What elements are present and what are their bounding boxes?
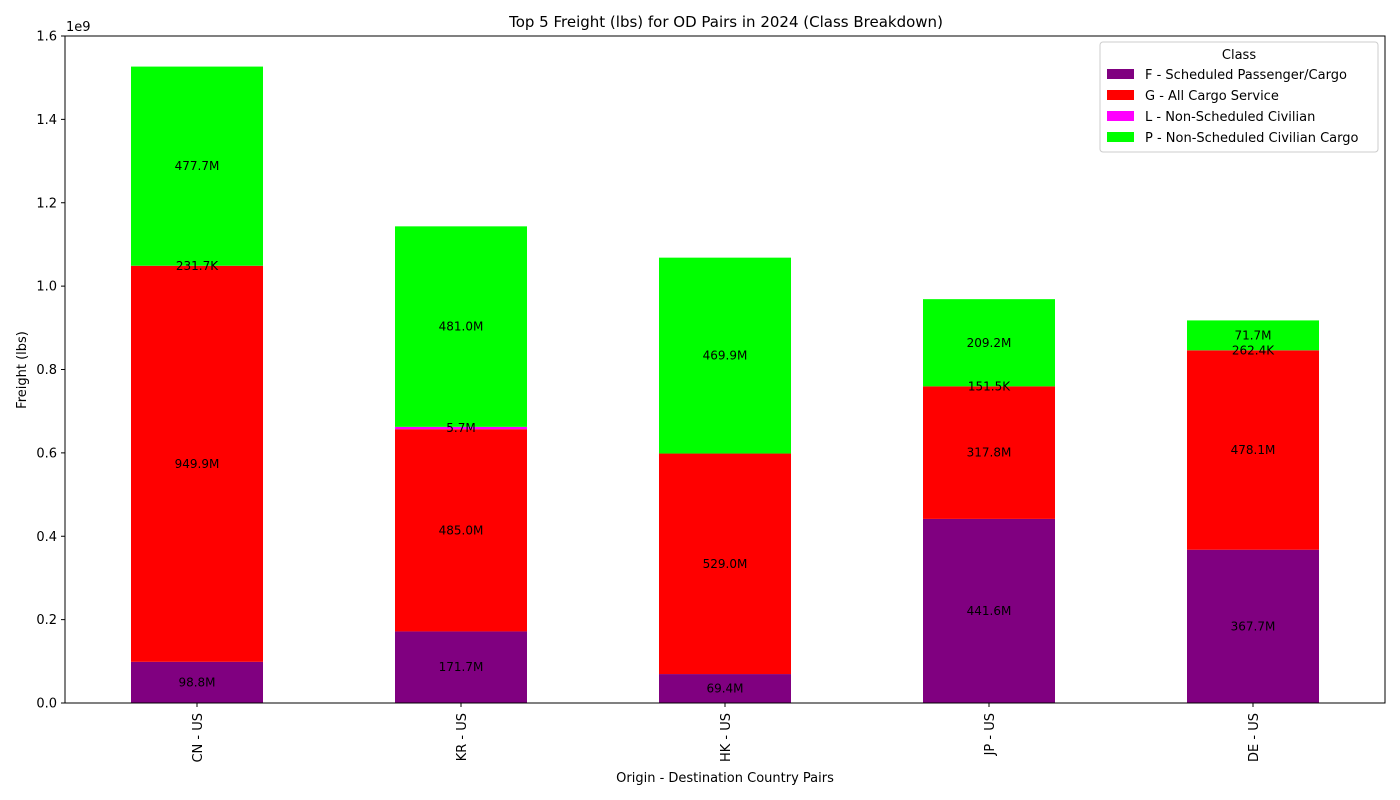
data-label: 209.2M (967, 336, 1012, 350)
y-tick-label: 0.8 (36, 363, 57, 378)
x-tick-label: JP - US (983, 713, 998, 756)
bar-segment (923, 518, 1055, 703)
legend-swatch (1107, 69, 1134, 79)
legend: Class F - Scheduled Passenger/Cargo G - Al… (1099, 41, 1379, 153)
data-label: 529.0M (703, 557, 748, 571)
bar-segment (395, 226, 527, 427)
legend-swatch (1107, 111, 1134, 121)
data-label: 469.9M (703, 349, 748, 363)
bar-segment (131, 661, 263, 703)
bar-segment (1187, 320, 1319, 351)
x-tick-label: KR - US (455, 713, 470, 761)
data-label: 367.7M (1231, 619, 1276, 633)
bar-segment (659, 674, 791, 703)
y-tick-label: 1.0 (36, 280, 57, 295)
bar-segment (395, 429, 527, 632)
data-labels-layer: 98.8M 949.9M 231.7K 477.7M 171.7M 485.0M 5.7M 4… (175, 159, 1276, 695)
legend-entry: L - Non-Scheduled Civilian (1145, 110, 1315, 125)
legend-entry: G - All Cargo Service (1145, 89, 1279, 104)
data-label: 477.7M (175, 159, 220, 173)
x-tick-label: DE - US (1247, 713, 1262, 762)
bar-segment (131, 265, 263, 662)
y-tick-label: 0.2 (36, 613, 57, 628)
data-label: 441.6M (967, 604, 1012, 618)
bars-layer (131, 66, 1319, 703)
legend-box (1099, 41, 1379, 153)
bar-segment (659, 257, 791, 454)
y-tick-label: 0.6 (36, 446, 57, 461)
y-tick-label: 0.0 (36, 697, 57, 712)
data-label: 481.0M (439, 320, 484, 334)
bar-segment (1187, 549, 1319, 703)
bar-segment (923, 299, 1055, 387)
y-tick-label: 1.2 (36, 196, 57, 211)
x-axis-label: Origin - Destination Country Pairs (616, 771, 834, 786)
legend-entry: F - Scheduled Passenger/Cargo (1145, 68, 1347, 83)
data-label: 262.4K (1232, 343, 1275, 357)
x-tick-label: CN - US (191, 713, 206, 763)
data-label: 171.7M (439, 660, 484, 674)
data-label: 949.9M (175, 457, 220, 471)
legend-title: Class (1222, 48, 1256, 63)
y-axis-label: Freight (lbs) (15, 331, 30, 409)
bar-segment (131, 66, 263, 266)
data-label: 5.7M (446, 421, 475, 435)
chart-title: Top 5 Freight (lbs) for OD Pairs in 2024… (508, 13, 943, 31)
bar-segment (395, 426, 527, 430)
bar-segment (923, 386, 1055, 519)
legend-swatch (1107, 132, 1134, 142)
data-label: 98.8M (178, 675, 215, 689)
data-label: 71.7M (1234, 328, 1271, 342)
data-label: 478.1M (1231, 443, 1276, 457)
data-label: 231.7K (176, 259, 219, 273)
legend-entry: P - Non-Scheduled Civilian Cargo (1145, 131, 1358, 146)
data-label: 485.0M (439, 523, 484, 537)
x-tick-label: HK - US (719, 713, 734, 762)
legend-swatch (1107, 90, 1134, 100)
bar-segment (395, 631, 527, 703)
data-label: 151.5K (968, 379, 1011, 393)
data-label: 69.4M (706, 682, 743, 696)
bar-segment (659, 453, 791, 675)
axes-layer: 0.0 0.2 0.4 0.6 0.8 1.0 1.2 1.4 1.6 CN - US KR - U… (36, 30, 1386, 763)
bar-segment (1187, 350, 1319, 550)
data-label: 317.8M (967, 446, 1012, 460)
y-tick-label: 1.4 (36, 113, 57, 128)
y-tick-label: 1.6 (36, 30, 57, 45)
y-axis-multiplier: 1e9 (66, 20, 91, 35)
y-tick-label: 0.4 (36, 530, 57, 545)
